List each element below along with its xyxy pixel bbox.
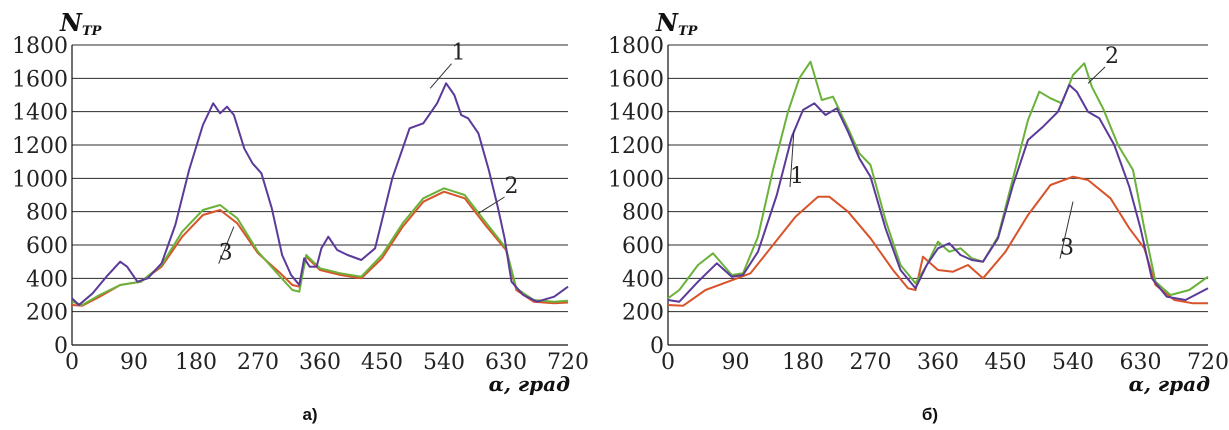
series-line-2 xyxy=(71,187,569,306)
y-tick-label: 1200 xyxy=(12,134,68,159)
series-callout-label: 3 xyxy=(219,241,233,266)
series-callout-label: 2 xyxy=(505,174,519,199)
series-line-1 xyxy=(71,82,569,306)
x-tick-label: 270 xyxy=(850,350,892,375)
x-tick-label: 360 xyxy=(299,350,341,375)
y-tick-label: 1200 xyxy=(608,134,664,159)
chart-panel-a: 0 200 400 600 800 1000 1200 1400 1600 1800 0 90 180 2… xyxy=(12,8,589,424)
callout-leader xyxy=(218,226,235,264)
x-tick-label: 0 xyxy=(661,350,675,375)
y-tick-label: 800 xyxy=(26,201,68,226)
x-tick-label: 0 xyxy=(65,350,79,375)
series-line-1 xyxy=(667,84,1209,303)
y-tick-label: 1400 xyxy=(608,101,664,126)
series-line-3 xyxy=(667,175,1208,307)
x-tick-label: 180 xyxy=(175,350,217,375)
callout-leader xyxy=(429,63,452,89)
series-line-3 xyxy=(71,190,569,307)
x-tick-label: 180 xyxy=(782,350,824,375)
x-tick-label: 720 xyxy=(1187,350,1229,375)
x-tick-label: 90 xyxy=(120,350,148,375)
callout-leader xyxy=(478,196,505,214)
y-tick-label: 1600 xyxy=(608,67,664,92)
x-tick-label: 450 xyxy=(361,350,403,375)
x-tick-label: 630 xyxy=(1120,350,1162,375)
y-tick-label: 1800 xyxy=(12,34,68,59)
x-axis-label: α, град xyxy=(489,372,571,396)
x-tick-label: 90 xyxy=(722,350,750,375)
x-tick-label: 540 xyxy=(1052,350,1094,375)
series-callout-label: 1 xyxy=(790,164,804,189)
y-axis-label: NТР xyxy=(59,8,103,39)
x-tick-label: 540 xyxy=(423,350,465,375)
y-tick-label: 1800 xyxy=(608,34,664,59)
y-tick-label: 200 xyxy=(26,301,68,326)
y-tick-label: 0 xyxy=(54,334,68,359)
chart-panel-b: 0 200 400 600 800 1000 1200 1400 1600 1800 0 90 180 2… xyxy=(608,8,1229,424)
y-tick-label: 1400 xyxy=(12,101,68,126)
y-axis-label: NТР xyxy=(655,8,699,39)
y-tick-label: 0 xyxy=(650,334,664,359)
x-tick-label: 630 xyxy=(485,350,527,375)
series-callout-label: 1 xyxy=(452,41,466,66)
y-tick-label: 600 xyxy=(622,234,664,259)
panel-label: а) xyxy=(302,405,317,424)
callout-leader xyxy=(789,129,795,188)
x-tick-label: 720 xyxy=(547,350,589,375)
y-tick-label: 800 xyxy=(622,201,664,226)
y-tick-label: 400 xyxy=(26,267,68,292)
series-callout-label: 3 xyxy=(1060,236,1074,261)
callout-leader xyxy=(1087,66,1106,84)
y-tick-label: 400 xyxy=(622,267,664,292)
x-tick-label: 360 xyxy=(917,350,959,375)
series-callout-label: 2 xyxy=(1105,44,1119,69)
y-tick-label: 200 xyxy=(622,301,664,326)
y-tick-label: 600 xyxy=(26,234,68,259)
x-axis-label: α, град xyxy=(1129,372,1211,396)
y-tick-label: 1000 xyxy=(608,167,664,192)
y-tick-label: 1000 xyxy=(12,167,68,192)
callout-leader xyxy=(1059,201,1074,259)
panel-label: б) xyxy=(922,405,938,424)
x-tick-label: 450 xyxy=(985,350,1027,375)
y-tick-label: 1600 xyxy=(12,67,68,92)
x-tick-label: 270 xyxy=(237,350,279,375)
